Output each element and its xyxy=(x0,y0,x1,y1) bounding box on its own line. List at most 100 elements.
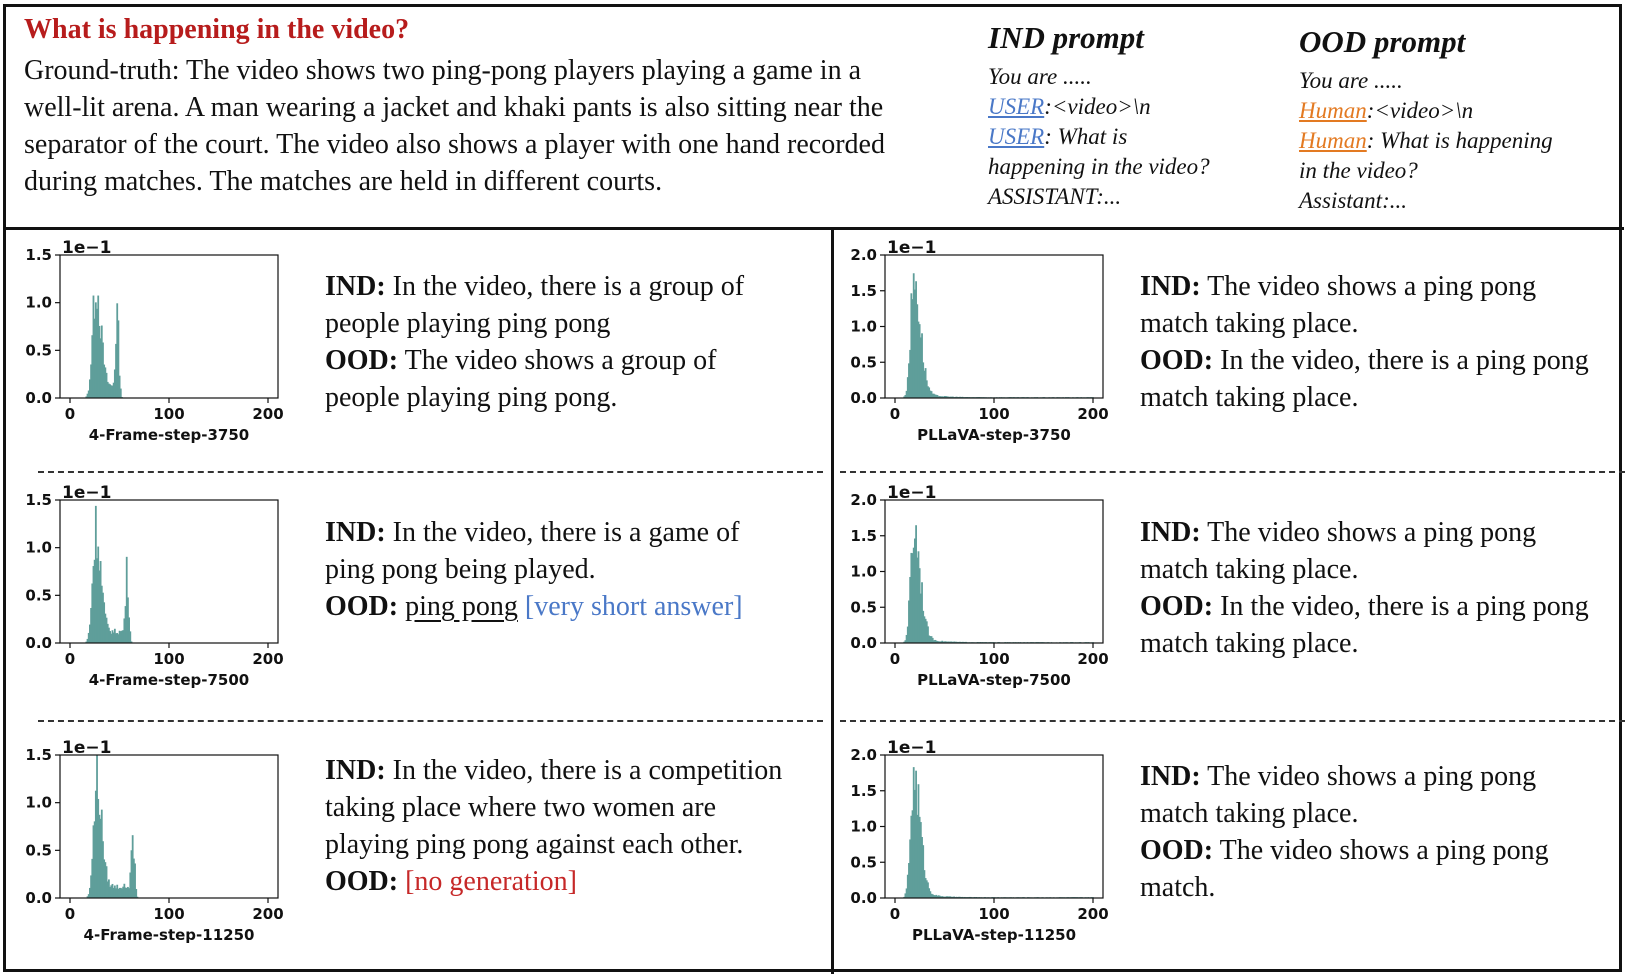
histogram-bar xyxy=(921,582,923,643)
histogram-bar xyxy=(950,396,953,398)
ood-prompt-line: in the video? xyxy=(1299,158,1418,183)
histogram-bar xyxy=(136,896,139,898)
histogram-bar xyxy=(938,396,941,398)
x-tick-label: 100 xyxy=(153,405,184,423)
histogram-bar xyxy=(906,626,909,643)
histogram-bar xyxy=(132,858,135,898)
histogram-bar xyxy=(105,617,108,643)
histogram-bar xyxy=(912,273,915,398)
y-tick-label: 1.5 xyxy=(850,782,877,800)
histogram-bar xyxy=(904,394,907,398)
histogram-bar xyxy=(99,818,102,898)
histogram-bar xyxy=(98,570,101,643)
ood-label: OOD: xyxy=(325,591,399,622)
histogram-bar xyxy=(108,879,110,898)
histogram-bar xyxy=(100,809,103,898)
histogram-bar xyxy=(936,395,939,398)
histogram-bar xyxy=(905,390,908,398)
ood-note: [no generation] xyxy=(405,866,577,897)
column-divider xyxy=(831,229,834,974)
histogram-bar xyxy=(905,634,908,643)
histogram-bar xyxy=(938,641,941,643)
ind-answer: In the video, there is a game of ping po… xyxy=(325,517,740,585)
histogram-bar xyxy=(953,641,955,643)
ood-prompt-line: Human: What is happening xyxy=(1299,126,1553,156)
histogram-bar xyxy=(94,790,97,898)
y-tick-label: 0.5 xyxy=(850,353,877,371)
histogram-bar xyxy=(930,391,933,398)
histogram-bar xyxy=(99,338,102,398)
histogram-bar xyxy=(936,641,939,643)
histogram-bar xyxy=(929,390,932,398)
histogram-bar xyxy=(934,895,936,898)
histogram-bar xyxy=(93,559,96,643)
histogram-bar xyxy=(915,281,917,398)
histogram-bar xyxy=(119,887,122,898)
histogram-bar xyxy=(103,859,106,898)
answer-cell-4: IND: The video shows a ping pong match t… xyxy=(1140,268,1610,416)
row-divider-right-1 xyxy=(840,471,1625,473)
histogram-bar xyxy=(941,896,944,898)
histogram-bar xyxy=(904,893,907,898)
histogram-bar xyxy=(928,888,931,898)
y-tick-label: 0.0 xyxy=(25,634,52,652)
answer-cell-2: IND: In the video, there is a game of pi… xyxy=(325,514,795,625)
histogram-bar xyxy=(129,631,132,643)
histogram-bar xyxy=(904,640,907,643)
histogram-bar xyxy=(106,623,109,643)
histogram-bar xyxy=(109,886,111,898)
histogram-bar xyxy=(112,382,115,398)
x-tick-label: 100 xyxy=(153,650,184,668)
histogram-bar xyxy=(942,896,945,898)
histogram-bar xyxy=(91,583,94,643)
histogram-bar xyxy=(86,393,89,398)
figure-frame xyxy=(3,4,1622,972)
answer-cell-3: IND: In the video, there is a competitio… xyxy=(325,752,795,900)
y-tick-label: 1.5 xyxy=(25,491,52,509)
ind-prompt-line: You are ..... xyxy=(988,64,1092,89)
y-tick-label: 0.0 xyxy=(850,389,877,407)
histogram-bar xyxy=(949,896,952,898)
histogram-bar xyxy=(935,894,938,898)
histogram-bar xyxy=(928,387,931,398)
histogram-bar xyxy=(923,370,926,398)
histogram-bar xyxy=(909,839,912,898)
histogram-bar xyxy=(906,874,909,898)
histogram-bar xyxy=(911,299,914,398)
histogram-bar xyxy=(100,325,103,398)
histogram-bar xyxy=(97,546,100,643)
histogram-bar xyxy=(925,380,928,398)
histogram-bar xyxy=(85,641,88,643)
ood-prompt-fragment: :<video>\n xyxy=(1366,98,1474,123)
histogram-bar xyxy=(915,525,917,643)
histogram-bar xyxy=(104,862,107,898)
ind-answer: In the video, there is a group of people… xyxy=(325,271,745,339)
histogram-bar xyxy=(933,640,935,643)
y-tick-label: 1.0 xyxy=(850,318,877,336)
histogram-bar xyxy=(124,606,127,643)
ind-label: IND: xyxy=(325,755,386,786)
histogram-bar xyxy=(131,835,134,898)
histogram-bar xyxy=(914,538,916,643)
histogram-bar xyxy=(102,841,104,898)
ood-answer: In the video, there is a ping pong match… xyxy=(1140,591,1589,659)
histogram-bar xyxy=(118,375,121,398)
ood-prompt-line: Human:<video>\n xyxy=(1299,96,1553,126)
scale-label: 1e−1 xyxy=(887,738,936,758)
histogram-bar xyxy=(948,896,951,898)
scale-label: 1e−1 xyxy=(62,738,111,758)
histogram-bar xyxy=(92,825,95,898)
histogram-bar xyxy=(128,888,130,898)
histogram-bar xyxy=(955,396,958,398)
row-divider-right-2 xyxy=(840,720,1625,722)
histogram-bar xyxy=(955,896,958,898)
histogram-bar xyxy=(105,866,108,898)
histogram-bar xyxy=(102,592,104,643)
histogram-bar xyxy=(113,885,116,898)
ind-answer: The video shows a ping pong match taking… xyxy=(1140,517,1537,585)
histogram-bar xyxy=(941,396,944,398)
histogram-bar xyxy=(134,863,136,898)
ind-prompt-line: ASSISTANT:... xyxy=(988,184,1122,209)
answer-cell-6: IND: The video shows a ping pong match t… xyxy=(1140,758,1610,906)
